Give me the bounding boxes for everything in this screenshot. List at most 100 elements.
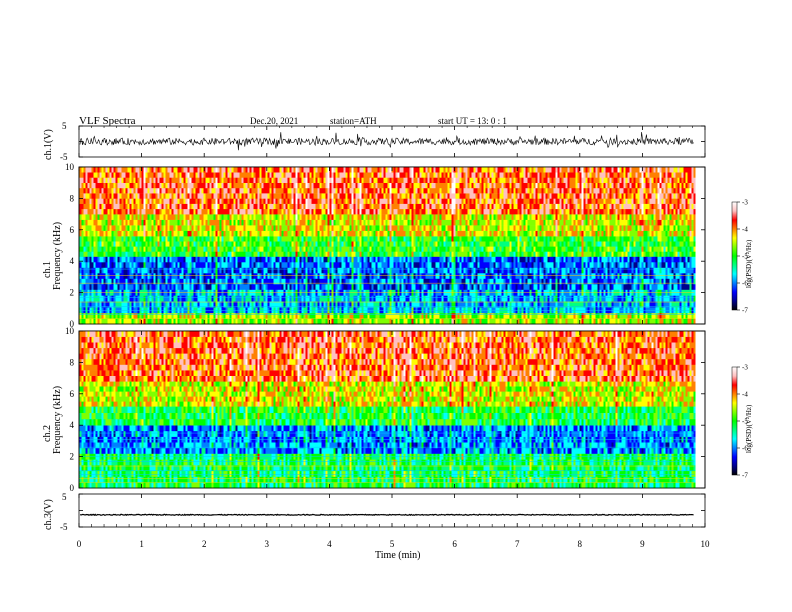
ch1-spectrogram-cell	[371, 193, 374, 199]
ch1-spectrogram-cell	[229, 187, 232, 194]
ch1-spectrogram-cell	[119, 208, 122, 215]
ch1-spectrogram-cell	[411, 230, 414, 237]
ch1-spectrogram-cell	[193, 208, 196, 215]
ch1-spectrogram-cell	[207, 273, 210, 279]
ch1-spectrogram-cell	[369, 177, 372, 183]
ch1-spectrogram-cell	[121, 177, 124, 183]
ch1-spectrogram-cell	[107, 241, 110, 247]
ch1-spectrogram-cell	[89, 230, 92, 237]
ch1-spectrogram-cell	[223, 267, 226, 274]
ch1-spectrogram-cell	[133, 219, 136, 226]
ch1-spectrogram-cell	[361, 273, 364, 279]
ch1-spectrogram-cell	[373, 267, 376, 274]
ch1-spectrogram-cell	[303, 313, 306, 319]
ch1-spectrogram-cell	[135, 208, 138, 215]
ch1-spectrogram-cell	[183, 182, 186, 189]
ch1-spectrogram-cell	[231, 301, 234, 308]
ch1-spectrogram-cell	[377, 318, 380, 325]
ch1-spectrogram-cell	[241, 262, 244, 268]
ch1-spectrogram-cell	[277, 177, 280, 183]
ch1-spectrogram-cell	[251, 187, 254, 194]
ch1-spectrogram-cell	[139, 262, 142, 268]
ch1-spectrogram-cell	[247, 230, 250, 237]
ch1-spectrogram-cell	[237, 225, 240, 231]
ch1-spectrogram-cell	[119, 301, 122, 308]
ch1-spectrogram-cell	[265, 295, 268, 302]
ch1-spectrogram-cell	[313, 295, 316, 302]
ch1-spectrogram-cell	[129, 318, 132, 325]
ch1-spectrogram-cell	[351, 236, 354, 242]
ch1-spectrogram-cell	[413, 219, 416, 226]
ch1-spectrogram-cell	[335, 214, 338, 220]
ch1-spectrogram-cell	[405, 284, 408, 290]
ch1-spectrogram-cell	[367, 318, 370, 325]
ch1-spectrogram-cell	[269, 295, 272, 302]
ch1-spectrogram-cell	[361, 267, 364, 274]
ch1-spectrogram-cell	[251, 219, 254, 226]
ch1-spectrogram-cell	[285, 318, 288, 325]
ch1-spectrogram-cell	[337, 262, 340, 268]
ch1-spectrogram-cell	[133, 301, 136, 308]
ch1-spectrogram-cell	[135, 267, 138, 274]
ch1-spectrogram-cell	[137, 177, 140, 183]
ch1-spectrogram-cell	[219, 219, 222, 226]
ch1-spectrogram-cell	[241, 208, 244, 215]
ch1-spectrogram-cell	[415, 198, 418, 204]
ch1-spectrogram-cell	[257, 172, 260, 178]
ch1-spectrogram-cell	[365, 251, 368, 257]
ch1-spectrogram-cell	[191, 214, 194, 220]
ch1-spectrogram-cell	[109, 295, 112, 302]
ch1-spectrogram-cell	[397, 182, 400, 189]
ch1-spectrogram-cell	[397, 193, 400, 199]
ch1-spectrogram-cell	[369, 307, 372, 314]
ch1-spectrogram-cell	[195, 284, 198, 290]
ch1-spectrogram-cell	[169, 251, 172, 257]
ch1-spectrogram-cell	[257, 230, 260, 237]
ch1-spectrogram-cell	[247, 208, 250, 215]
ch1-spectrogram-cell	[123, 256, 126, 263]
ch1-spectrogram-cell	[275, 203, 278, 210]
ch1-spectrogram-cell	[129, 172, 132, 178]
ch1-spectrogram-cell	[361, 236, 364, 242]
ch1-spectrogram-cell	[175, 313, 178, 319]
ch1-spectrogram-cell	[99, 167, 102, 173]
ch1-spectrogram-cell	[157, 208, 160, 215]
ch1-spectrogram-cell	[389, 225, 392, 231]
ch1-spectrogram-cell	[177, 307, 180, 314]
ch1-spectrogram-cell	[175, 172, 178, 178]
ch1-spectrogram-cell	[257, 318, 260, 325]
ch2-colorbar-label: log(PSD)(V²/Hz)	[745, 404, 753, 453]
ch1-spectrogram-cell	[131, 251, 134, 257]
ch1-spectrogram-cell	[161, 246, 164, 252]
ch1-spectrogram-cell	[239, 198, 242, 204]
ch1-spectrogram-cell	[395, 167, 398, 173]
ch1-spectrogram-cell	[341, 187, 344, 194]
ch1-spectrogram-cell	[131, 219, 134, 226]
ch1-spectrogram-cell	[109, 236, 112, 242]
ch1-spectrogram-cell	[369, 198, 372, 204]
ch1-spectrogram-cell	[185, 219, 188, 226]
ch1-spectrogram-cell	[405, 241, 408, 247]
ch1-spectrogram-cell	[281, 193, 284, 199]
ch1-spectrogram-cell	[187, 267, 190, 274]
ch1-spectrogram-cell	[335, 225, 338, 231]
ch1-spectrogram-cell	[123, 241, 126, 247]
ch1-spectrogram-cell	[223, 214, 226, 220]
ch1-spectrogram-cell	[123, 278, 126, 285]
ch1-spectrogram-cell	[123, 318, 126, 325]
ch1-spectrogram-cell	[191, 267, 194, 274]
ch1-spectrogram-cell	[241, 313, 244, 319]
ch1-spectrogram-cell	[307, 273, 310, 279]
ch1-spectrogram-cell	[281, 262, 284, 268]
ch1-spectrogram-cell	[229, 225, 232, 231]
ch1-spectrogram-cell	[127, 230, 130, 237]
ch1-spectrogram-cell	[373, 307, 376, 314]
ch1-spectrogram-cell	[187, 256, 190, 263]
ch1-spectrogram-cell	[271, 214, 274, 220]
ch1-spectrogram-cell	[249, 214, 252, 220]
ch1-spectrogram-cell	[293, 295, 296, 302]
ch1-spectrogram-cell	[93, 295, 96, 302]
ch1-spectrogram-cell	[255, 230, 258, 237]
ch1-spectrogram-cell	[143, 193, 146, 199]
ch1-spectrogram-cell	[247, 198, 250, 204]
